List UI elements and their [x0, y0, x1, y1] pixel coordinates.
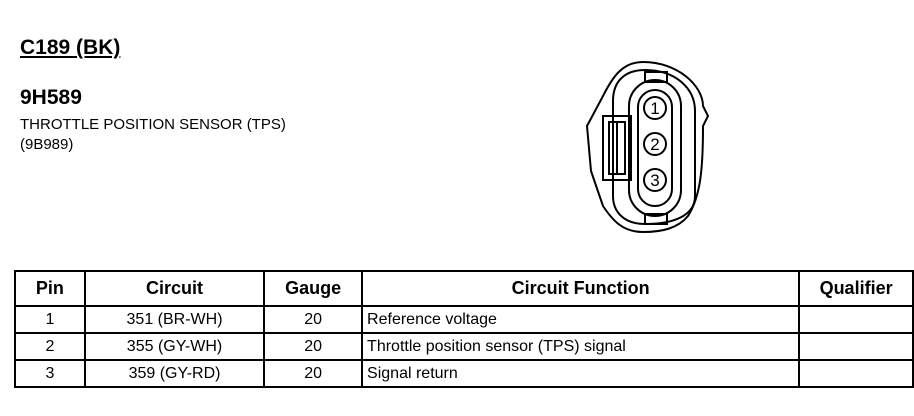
header-qualifier: Qualifier [798, 270, 914, 307]
pin-label-1: 1 [650, 99, 659, 118]
gauge-cell: 20 [263, 332, 364, 361]
component-description: THROTTLE POSITION SENSOR (TPS) [20, 116, 286, 133]
connector-face-diagram: 1 2 3 [585, 60, 710, 234]
connector-id: C189 (BK) [20, 36, 121, 59]
circuit-cell: 355 (GY-WH) [83, 332, 266, 361]
function-cell: Signal return [361, 359, 801, 388]
qualifier-cell [798, 359, 914, 388]
qualifier-cell [798, 332, 914, 361]
pin-label-2: 2 [650, 135, 659, 154]
header-circuit: Circuit [83, 270, 266, 307]
circuit-cell: 351 (BR-WH) [83, 305, 266, 334]
qualifier-cell [798, 305, 914, 334]
gauge-cell: 20 [263, 305, 364, 334]
function-cell: Throttle position sensor (TPS) signal [361, 332, 801, 361]
circuit-cell: 359 (GY-RD) [83, 359, 266, 388]
table-row: 2 355 (GY-WH) 20 Throttle position senso… [14, 332, 914, 361]
table-row: 3 359 (GY-RD) 20 Signal return [14, 359, 914, 388]
header-gauge: Gauge [263, 270, 364, 307]
component-number: (9B989) [20, 136, 74, 153]
table-header-row: Pin Circuit Gauge Circuit Function Quali… [14, 270, 914, 307]
table-row: 1 351 (BR-WH) 20 Reference voltage [14, 305, 914, 334]
gauge-cell: 20 [263, 359, 364, 388]
pin-label-3: 3 [650, 171, 659, 190]
pin-cell: 1 [14, 305, 86, 334]
header-circuit-function: Circuit Function [361, 270, 801, 307]
part-number: 9H589 [20, 86, 82, 109]
pin-cell: 3 [14, 359, 86, 388]
pinout-table: Pin Circuit Gauge Circuit Function Quali… [14, 270, 914, 388]
pin-cell: 2 [14, 332, 86, 361]
header-pin: Pin [14, 270, 86, 307]
function-cell: Reference voltage [361, 305, 801, 334]
